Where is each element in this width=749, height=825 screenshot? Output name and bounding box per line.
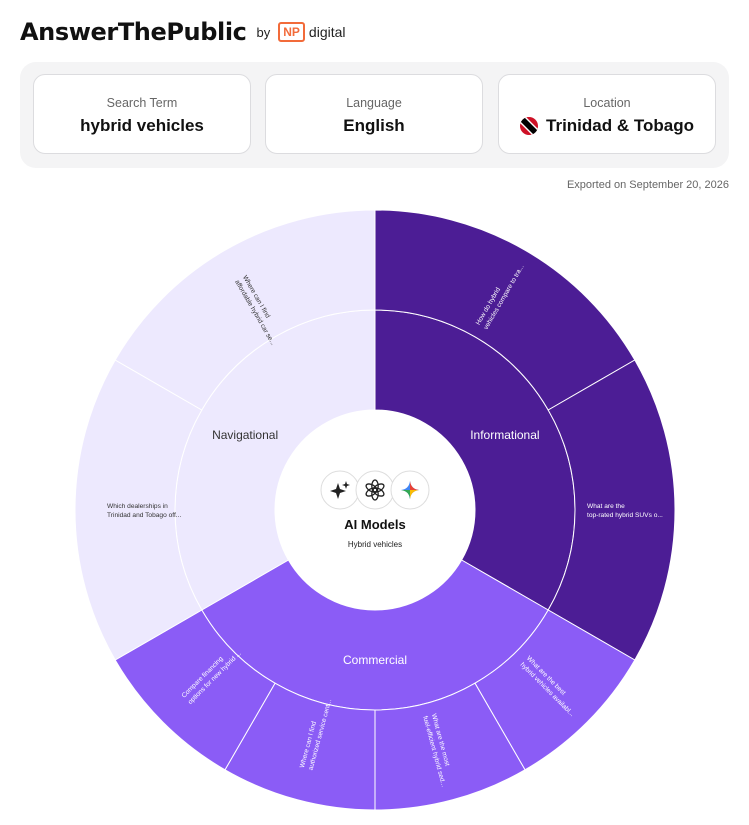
language-value: English — [343, 116, 405, 135]
search-term-card: Search Term hybrid vehicles — [33, 74, 251, 154]
search-term-label: Search Term — [106, 96, 178, 110]
search-term-value: hybrid vehicles — [80, 116, 204, 135]
category-label-navigational: Navigational — [212, 428, 278, 442]
category-label-informational: Informational — [470, 428, 539, 442]
question-label-navigational-1: Which dealerships in Trinidad and Tobago … — [107, 503, 181, 519]
openai-icon — [355, 470, 395, 510]
gemini-icon — [390, 470, 430, 510]
question-text-line: Which dealerships in — [107, 503, 168, 510]
center-subtitle: Hybrid vehicles — [348, 540, 402, 549]
location-label: Location — [583, 96, 631, 110]
header: AnswerThePublic by NP digital — [20, 14, 346, 50]
language-label: Language — [346, 96, 402, 110]
center-hub — [275, 410, 475, 610]
answerthepublic-logo[interactable]: AnswerThePublic — [20, 18, 247, 46]
np-logo: NP — [278, 22, 305, 42]
question-label-informational-2: What are the top-rated hybrid SUVs o... — [587, 503, 663, 519]
question-text-line: What are the — [587, 503, 625, 510]
query-summary: Search Term hybrid vehicles Language Eng… — [20, 62, 729, 168]
category-label-commercial: Commercial — [343, 653, 407, 667]
by-label: by — [256, 24, 271, 40]
export-date: Exported on September 20, 2026 — [566, 179, 729, 191]
question-arc-navigational-2[interactable] — [114, 209, 376, 411]
center-title: AI Models — [344, 517, 405, 532]
location-value: Trinidad & Tobago — [546, 116, 694, 135]
language-card: Language English — [265, 74, 483, 154]
np-digital-label: digital — [308, 24, 346, 40]
question-text-line: top-rated hybrid SUVs o... — [587, 512, 663, 519]
location-card: Location Trinidad & Tobago — [498, 74, 716, 154]
question-text-line: Trinidad and Tobago off... — [107, 512, 181, 519]
trinidad-flag-icon — [520, 117, 539, 135]
sparkle-icon — [320, 470, 360, 510]
